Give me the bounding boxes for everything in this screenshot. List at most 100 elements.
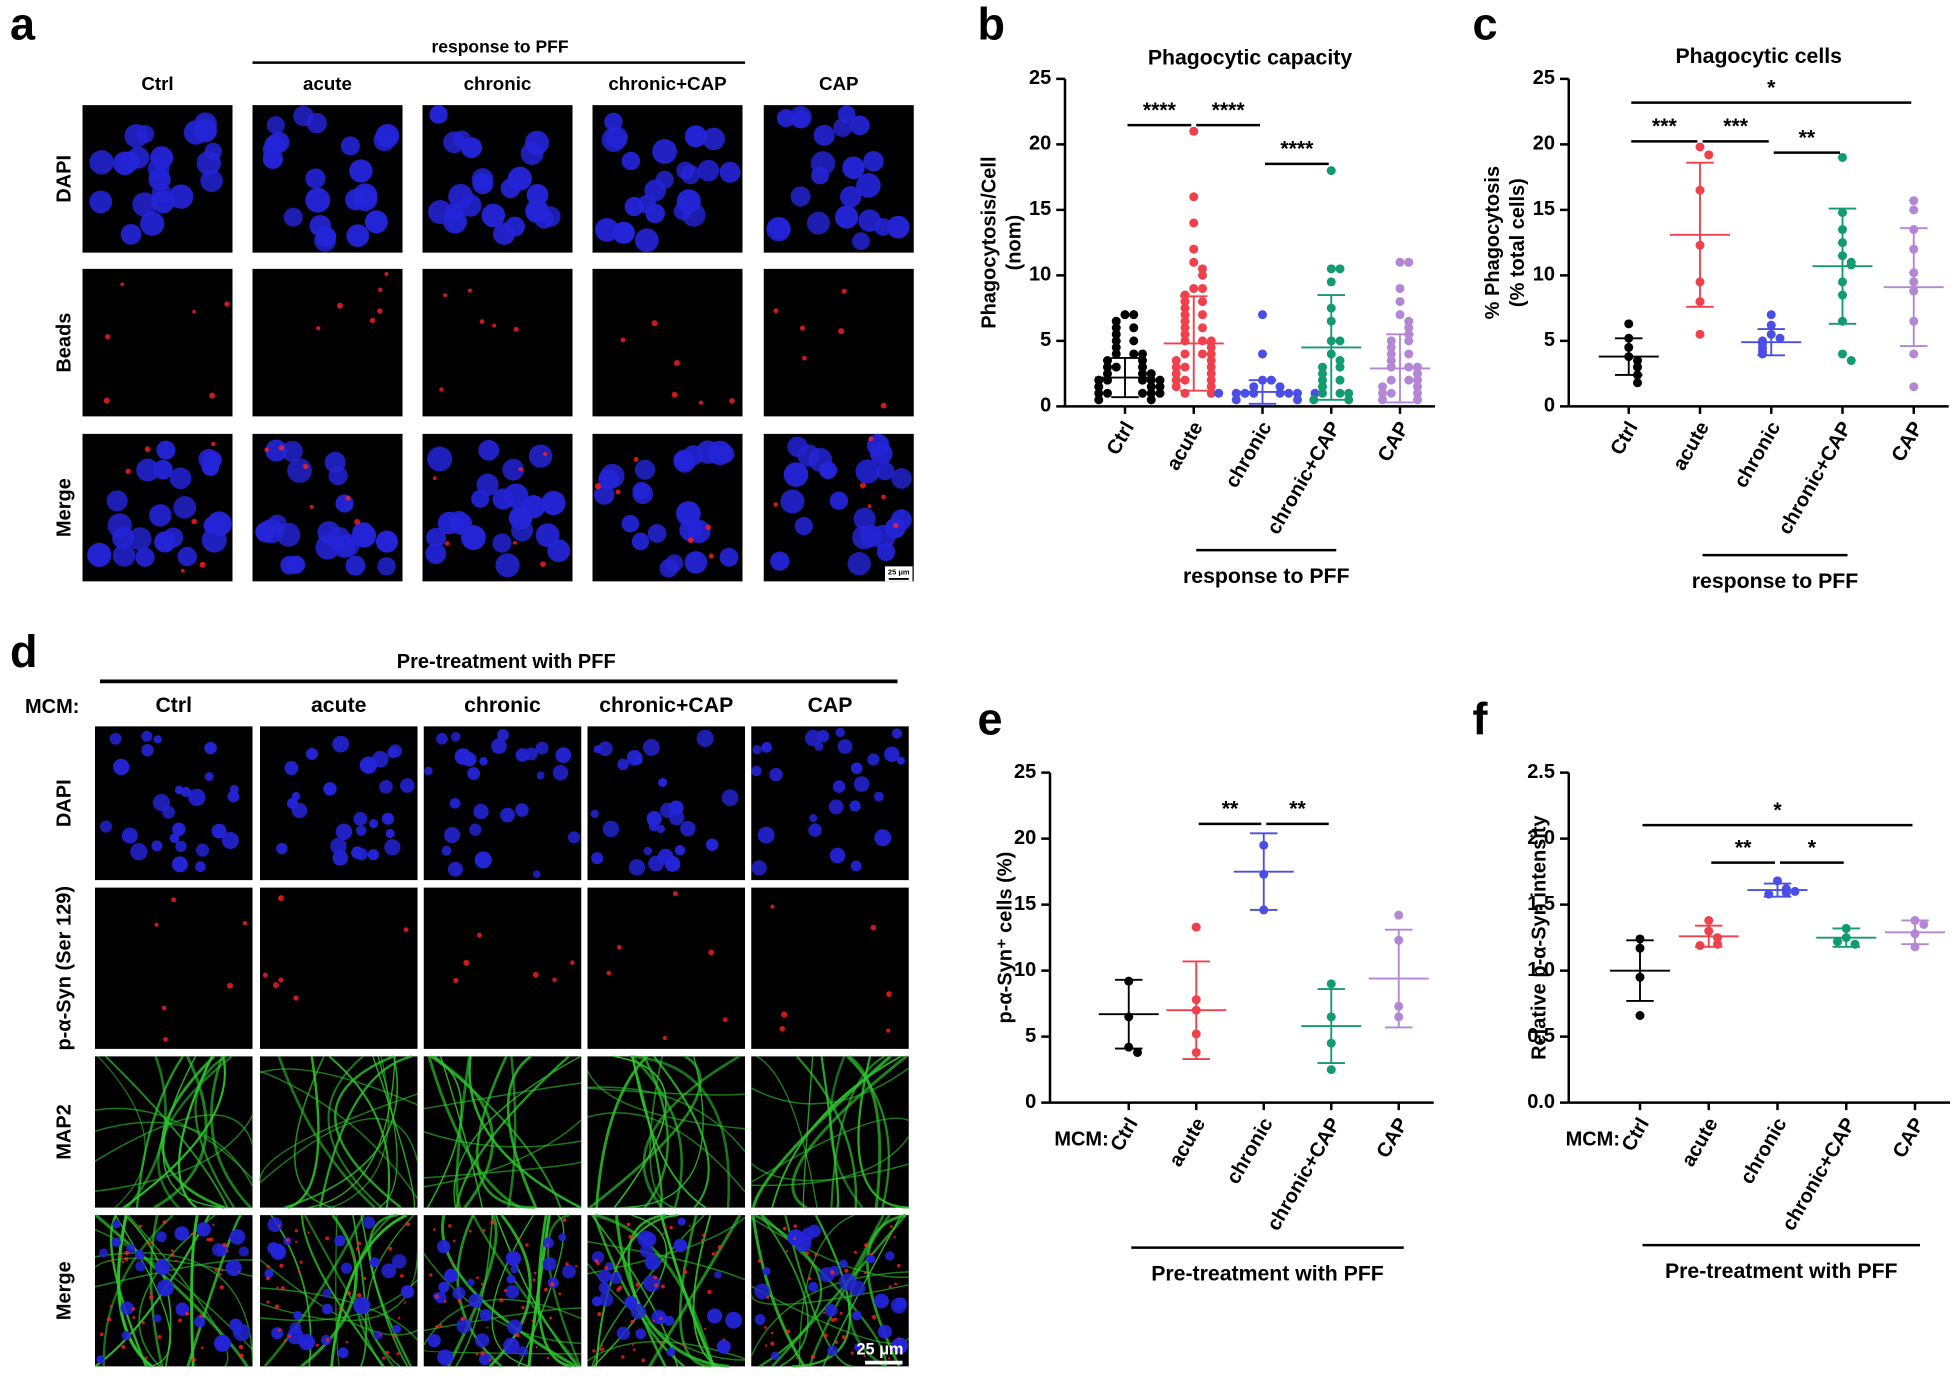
nucleus	[154, 1259, 171, 1276]
speck	[683, 1269, 688, 1275]
nucleus	[647, 524, 667, 543]
data-point	[1206, 362, 1216, 372]
speck	[796, 1356, 799, 1359]
nucleus	[120, 223, 142, 245]
nucleus	[842, 156, 865, 180]
neurite	[330, 1056, 390, 1209]
nucleus	[467, 1278, 475, 1287]
speck	[863, 1271, 867, 1275]
data-point	[1155, 388, 1165, 398]
micrograph-bg	[751, 887, 909, 1049]
nucleus	[656, 824, 665, 834]
nucleus	[353, 1296, 371, 1315]
nucleus	[891, 728, 903, 739]
data-point	[1146, 395, 1156, 405]
nucleus	[891, 1337, 909, 1354]
nucleus	[195, 843, 210, 857]
neurite	[588, 1055, 702, 1209]
nucleus	[497, 729, 509, 741]
scale-bar-label: 25 μm	[888, 568, 910, 577]
row-label: DAPI	[53, 779, 75, 827]
neurite	[259, 1117, 419, 1184]
nucleus	[644, 1254, 661, 1271]
data-point	[1919, 919, 1929, 929]
data-point	[1335, 356, 1345, 366]
neurite	[430, 1055, 562, 1208]
nucleus	[659, 558, 679, 578]
nucleus	[400, 778, 415, 793]
column-label: chronic	[464, 693, 541, 717]
nucleus	[120, 1301, 134, 1315]
nucleus	[884, 746, 900, 762]
speck	[272, 982, 279, 989]
nucleus	[624, 1295, 638, 1309]
data-point	[1635, 1011, 1645, 1021]
neurite	[795, 1055, 858, 1208]
nucleus	[293, 1310, 303, 1320]
speck	[805, 1251, 810, 1256]
data-point	[1326, 1065, 1336, 1075]
nucleus	[505, 1250, 521, 1267]
speck	[834, 1317, 838, 1321]
speck	[544, 1287, 548, 1292]
nucleus	[632, 483, 654, 505]
speck	[488, 1358, 492, 1362]
nucleus	[757, 826, 775, 844]
speck	[280, 1286, 285, 1291]
speck	[898, 1337, 901, 1340]
neurite	[423, 1131, 582, 1148]
speck	[793, 1224, 798, 1228]
speck	[170, 1249, 174, 1252]
speck	[276, 1286, 279, 1289]
data-point	[1909, 349, 1919, 359]
nucleus	[500, 807, 515, 823]
panel-letter: b	[978, 0, 1006, 50]
y-tick-label: 15	[1533, 198, 1555, 220]
nucleus	[677, 1217, 686, 1226]
nucleus	[751, 860, 767, 876]
neurite	[537, 1214, 572, 1368]
nucleus	[853, 776, 870, 792]
speck	[400, 1274, 404, 1278]
nucleus	[602, 820, 620, 838]
speck	[278, 895, 284, 902]
nucleus	[808, 823, 822, 837]
nucleus	[863, 150, 884, 172]
nucleus	[676, 189, 701, 214]
data-point	[1146, 369, 1156, 379]
nucleus	[642, 738, 660, 756]
nucleus	[96, 1355, 105, 1364]
speck	[434, 1294, 439, 1299]
nucleus	[668, 800, 684, 816]
speck	[392, 1334, 396, 1339]
significance-label: **	[1222, 797, 1239, 821]
sd-bar	[1111, 356, 1139, 399]
data-point	[1189, 283, 1199, 293]
column-label: chronic+CAP	[608, 73, 726, 94]
speck	[653, 1275, 658, 1280]
data-point	[1326, 979, 1336, 989]
bracket-label: response to PFF	[1183, 564, 1350, 588]
data-point	[1909, 196, 1919, 206]
speck	[546, 1244, 549, 1247]
neurite	[760, 1214, 809, 1368]
speck	[299, 1260, 303, 1264]
data-point	[1189, 126, 1199, 136]
nucleus	[148, 168, 171, 191]
speck	[131, 1307, 136, 1311]
nucleus	[211, 823, 227, 839]
nucleus	[725, 1311, 743, 1329]
speck	[770, 1341, 775, 1346]
micrograph	[592, 433, 743, 582]
micrograph-bg	[592, 268, 743, 417]
speck	[226, 1249, 229, 1253]
data-point	[1146, 388, 1156, 398]
speck	[864, 1243, 869, 1248]
speck	[124, 1250, 129, 1256]
x-tick-label: Ctrl	[1106, 1114, 1142, 1155]
data-point	[1206, 388, 1216, 398]
data-point	[1180, 329, 1190, 339]
significance-label: ***	[1723, 114, 1749, 138]
neurite	[352, 1214, 368, 1367]
nucleus	[107, 513, 132, 538]
